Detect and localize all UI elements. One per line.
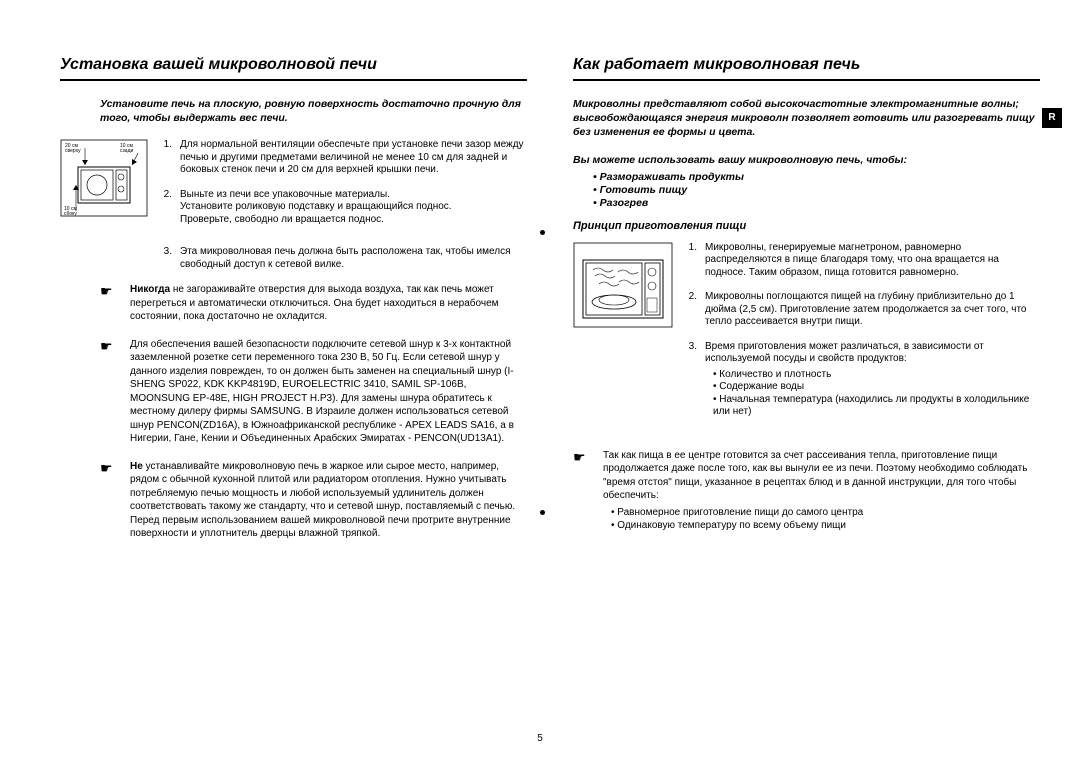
left-figure-steps-row: 20 см сверху 10 см сзади 10 см сбоку 1. … [60, 139, 527, 238]
right-intro: Микроволны представляют собой высокочаст… [573, 97, 1040, 140]
left-heading: Установка вашей микроволновой печи [60, 55, 527, 81]
left-warning-1: ☛ Никогда не загораживайте отверстия для… [100, 283, 527, 324]
right-step-3: 3. Время приготовления может различаться… [685, 341, 1040, 419]
left-step-2: 2. Выньте из печи все упаковочные матери… [160, 189, 527, 227]
right-step-2: 2. Микроволны поглощаются пищей на глуби… [685, 291, 1040, 329]
page-container: Установка вашей микроволновой печи Устан… [0, 0, 1080, 763]
svg-text:сверху: сверху [65, 148, 81, 154]
use-item: Разогрев [593, 197, 1040, 210]
hand-icon: ☛ [573, 449, 589, 533]
right-warning-sub: Равномерное приготовление пищи до самого… [611, 506, 1040, 533]
use-item: Размораживать продукты [593, 171, 1040, 184]
crop-mark-icon [540, 510, 545, 515]
right-sub-intro: Вы можете использовать вашу микроволнову… [573, 154, 1040, 167]
right-figure-steps-row: 1. Микроволны, генерируемые магнетроном,… [573, 242, 1040, 431]
left-steps-1-2: 1. Для нормальной вентиляции обеспечьте … [160, 139, 527, 238]
hand-icon: ☛ [100, 460, 116, 541]
microwave-clearance-figure: 20 см сверху 10 см сзади 10 см сбоку [60, 139, 148, 238]
left-warning-2: ☛ Для обеспечения вашей безопасности под… [100, 338, 527, 446]
right-step-1: 1. Микроволны, генерируемые магнетроном,… [685, 242, 1040, 280]
right-warning: ☛ Так как пища в ее центре готовится за … [573, 449, 1040, 533]
right-subheading: Принцип приготовления пищи [573, 220, 1040, 234]
left-warning-3: ☛ Не устанавливайте микроволновую печь в… [100, 460, 527, 541]
microwave-waves-figure [573, 242, 673, 431]
crop-mark-icon [540, 230, 545, 235]
right-heading: Как работает микроволновая печь [573, 55, 1040, 81]
right-warning-block: ☛ Так как пища в ее центре готовится за … [573, 449, 1040, 533]
svg-text:сзади: сзади [120, 148, 133, 154]
page-number: 5 [537, 733, 543, 746]
left-step-1: 1. Для нормальной вентиляции обеспечьте … [160, 139, 527, 177]
right-step-3-sub: Количество и плотность Содержание воды Н… [713, 369, 1040, 419]
right-steps: 1. Микроволны, генерируемые магнетроном,… [685, 242, 1040, 431]
right-column: Как работает микроволновая печь Микровол… [565, 55, 1040, 743]
right-uses: Размораживать продукты Готовить пищу Раз… [593, 171, 1040, 210]
hand-icon: ☛ [100, 338, 116, 446]
left-step-3: 3. Эта микроволновая печь должна быть ра… [160, 246, 527, 271]
left-column: Установка вашей микроволновой печи Устан… [60, 55, 535, 743]
left-intro: Установите печь на плоскую, ровную повер… [100, 97, 527, 125]
use-item: Готовить пищу [593, 184, 1040, 197]
side-tab: R [1042, 108, 1062, 128]
hand-icon: ☛ [100, 283, 116, 324]
svg-text:сбоку: сбоку [64, 211, 77, 217]
left-warnings: ☛ Никогда не загораживайте отверстия для… [100, 283, 527, 541]
left-step-3-row: 3. Эта микроволновая печь должна быть ра… [160, 246, 527, 271]
